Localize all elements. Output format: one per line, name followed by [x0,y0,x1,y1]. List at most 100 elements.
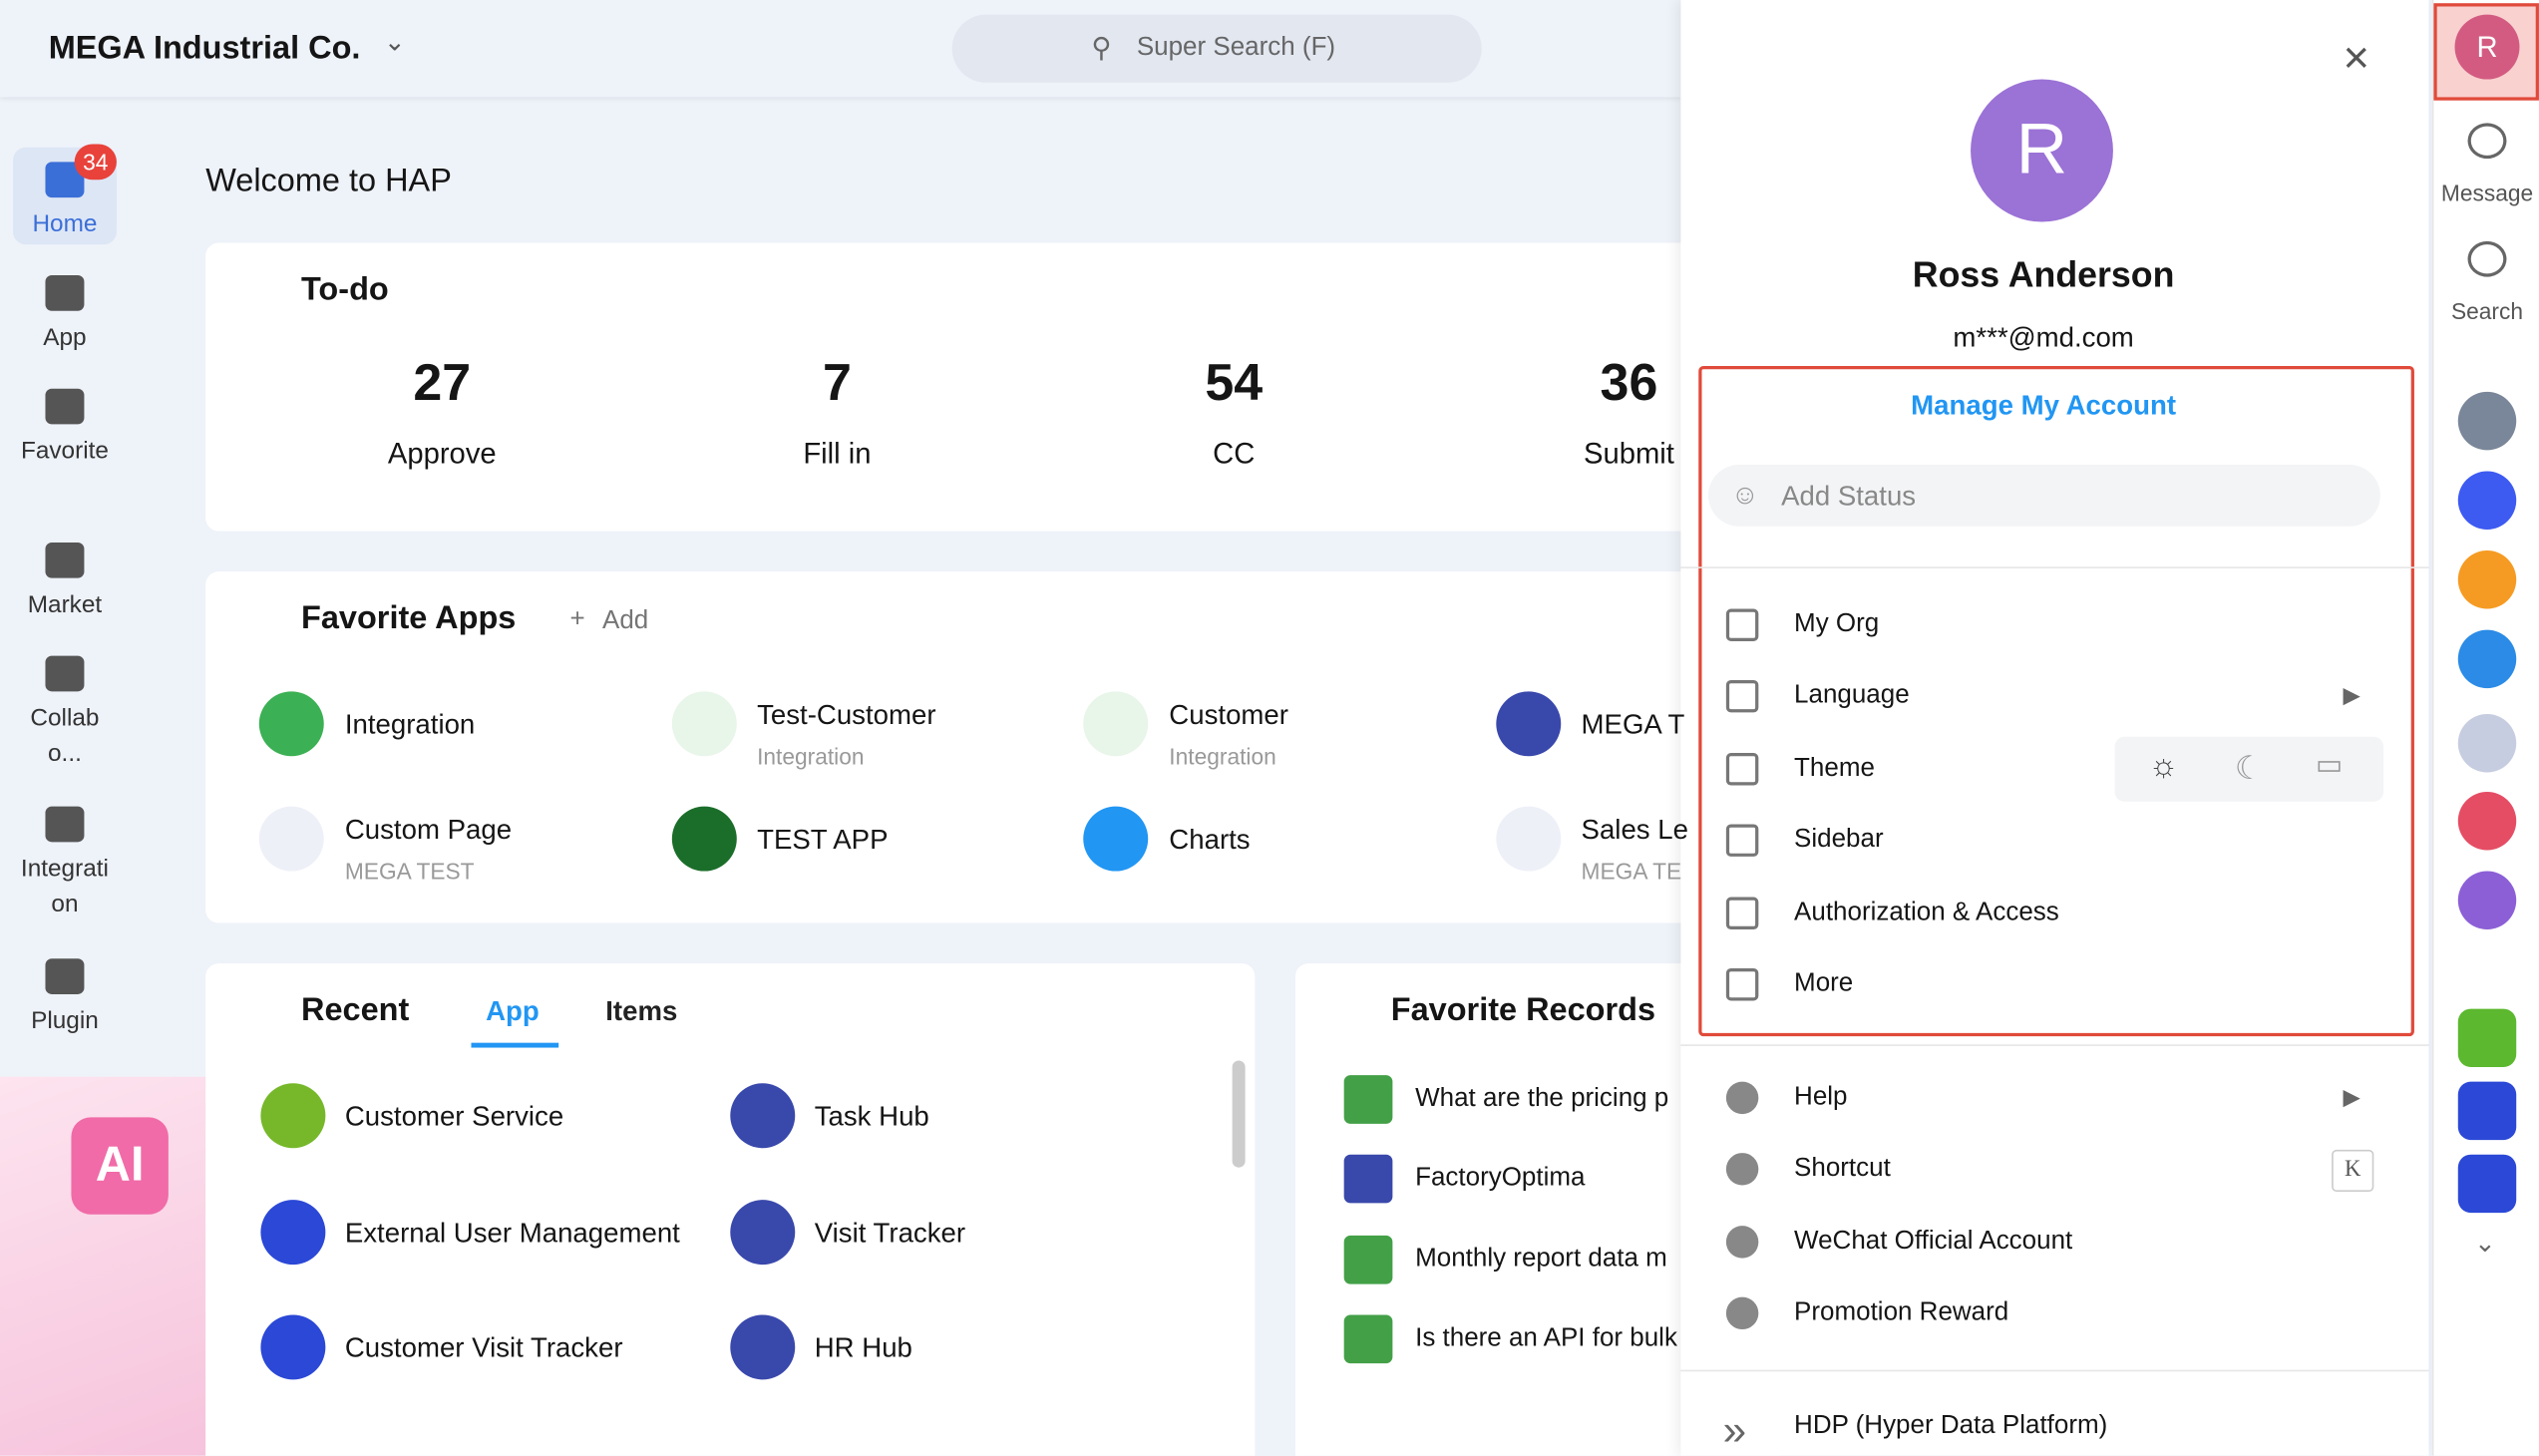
recent-name[interactable]: Visit Tracker [814,1217,966,1249]
app-icon[interactable] [671,691,736,757]
recent-name[interactable]: Task Hub [814,1101,929,1132]
app-icon[interactable] [1083,806,1149,872]
app-icon[interactable] [1495,806,1561,872]
todo-count[interactable]: 7 [822,352,852,412]
menu-item[interactable]: Shortcut [1794,1155,1891,1183]
recent-icon[interactable] [730,1083,796,1149]
menu-item[interactable]: Promotion Reward [1794,1298,2009,1327]
menu-item[interactable]: Theme [1794,754,1875,782]
close-button[interactable]: × [2343,32,2370,83]
recent-icon[interactable] [260,1083,326,1149]
rail-app[interactable] [2457,714,2517,773]
nav-label[interactable]: App [43,323,87,352]
nav-label[interactable]: Plugin [31,1006,99,1035]
hdp[interactable]: HDP (Hyper Data Platform) [1794,1411,2108,1440]
app-name[interactable]: MEGA T [1581,709,1685,741]
recent-name[interactable]: External User Management [344,1217,680,1249]
app-icon[interactable] [671,806,736,872]
nav-icon[interactable] [45,958,85,994]
todo-label[interactable]: Fill in [803,437,872,470]
todo-label[interactable]: Approve [387,437,497,470]
company-chevron[interactable]: ⌄ [383,29,406,57]
nav-icon[interactable] [45,806,85,843]
rail-icon[interactable] [2467,123,2507,160]
app-name[interactable]: TEST APP [757,824,889,856]
menu-item[interactable]: My Org [1794,610,1880,638]
theme-light[interactable]: ☼ [2148,748,2179,784]
rail-app[interactable] [2457,391,2517,451]
nav-label[interactable]: Market [27,590,103,619]
add-app[interactable]: Add [602,606,649,635]
record-title[interactable]: Monthly report data m [1415,1244,1667,1273]
recent-name[interactable]: Customer Visit Tracker [344,1332,623,1364]
company-name[interactable]: MEGA Industrial Co. [48,30,361,67]
nav-label[interactable]: Favorite [20,437,109,466]
todo-count[interactable]: 54 [1205,352,1264,412]
record-icon[interactable] [1343,1075,1393,1124]
nav-icon[interactable] [45,655,85,692]
rail-label[interactable]: Search [2450,297,2524,324]
recent-icon[interactable] [730,1314,796,1380]
menu-item[interactable]: Language [1794,682,1910,710]
app-name[interactable]: Test-Customer [757,699,936,731]
app-icon[interactable] [258,691,324,757]
status-placeholder[interactable]: Add Status [1781,481,1917,513]
theme-dark[interactable]: ☾ [2234,751,2264,788]
rail-label[interactable]: Message [2440,180,2534,206]
rail-app[interactable] [2457,471,2517,530]
todo-label[interactable]: Submit [1583,437,1674,470]
record-icon[interactable] [1343,1235,1393,1283]
search-placeholder[interactable]: Super Search (F) [1136,34,1336,62]
rail-app[interactable] [2457,1154,2517,1214]
app-name[interactable]: Customer [1169,699,1288,731]
rail-app[interactable] [2457,1008,2517,1068]
rail-app[interactable] [2457,550,2517,609]
record-title[interactable]: Is there an API for bulk [1415,1324,1677,1352]
menu-item[interactable]: Authorization & Access [1794,898,2059,926]
rail-app[interactable] [2457,871,2517,930]
app-name[interactable]: Custom Page [344,814,513,846]
rail-more[interactable]: ⌄ [2474,1231,2496,1259]
app-icon[interactable] [1495,691,1561,757]
rail-app[interactable] [2457,791,2517,851]
search-box[interactable] [951,14,1482,83]
theme-system[interactable]: ▭ [2315,748,2344,781]
add-icon[interactable]: + [569,605,585,633]
recent-name[interactable]: Customer Service [344,1101,564,1132]
recent-icon[interactable] [260,1199,326,1265]
record-icon[interactable] [1343,1314,1393,1363]
nav-label[interactable]: Integration [20,855,109,918]
app-icon[interactable] [258,806,324,872]
recent-tab[interactable]: Items [605,995,678,1027]
nav-icon[interactable] [45,388,85,425]
status-box[interactable] [1708,465,2380,527]
record-title[interactable]: What are the pricing p [1415,1084,1669,1113]
todo-count[interactable]: 27 [413,352,472,412]
manage-account[interactable]: Manage My Account [1911,390,2177,422]
menu-item[interactable]: More [1794,969,1854,998]
app-icon[interactable] [1083,691,1149,757]
menu-item[interactable]: WeChat Official Account [1794,1227,2073,1256]
theme-switch[interactable] [2114,736,2384,802]
rail-avatar[interactable]: R [2454,14,2520,80]
todo-label[interactable]: CC [1213,437,1256,470]
menu-item[interactable]: Sidebar [1794,826,1884,854]
nav-icon[interactable] [45,275,85,311]
recent-icon[interactable] [730,1199,796,1265]
recent-tab[interactable]: App [486,995,540,1027]
rail-icon[interactable] [2467,240,2507,277]
recent-name[interactable]: HR Hub [814,1332,912,1364]
rail-app[interactable] [2457,1081,2517,1141]
app-name[interactable]: Charts [1169,824,1251,856]
app-name[interactable]: Sales Le [1581,814,1688,846]
record-icon[interactable] [1343,1155,1393,1204]
ai-logo[interactable]: AI [71,1117,169,1215]
record-title[interactable]: FactoryOptima [1415,1164,1586,1193]
app-name[interactable]: Integration [344,709,476,741]
nav-label[interactable]: Collabo... [30,704,100,768]
rail-app[interactable] [2457,629,2517,689]
nav-label[interactable]: Home [32,210,98,238]
todo-count[interactable]: 36 [1600,352,1658,412]
nav-icon[interactable] [45,542,85,578]
menu-item[interactable]: Help [1794,1083,1848,1111]
